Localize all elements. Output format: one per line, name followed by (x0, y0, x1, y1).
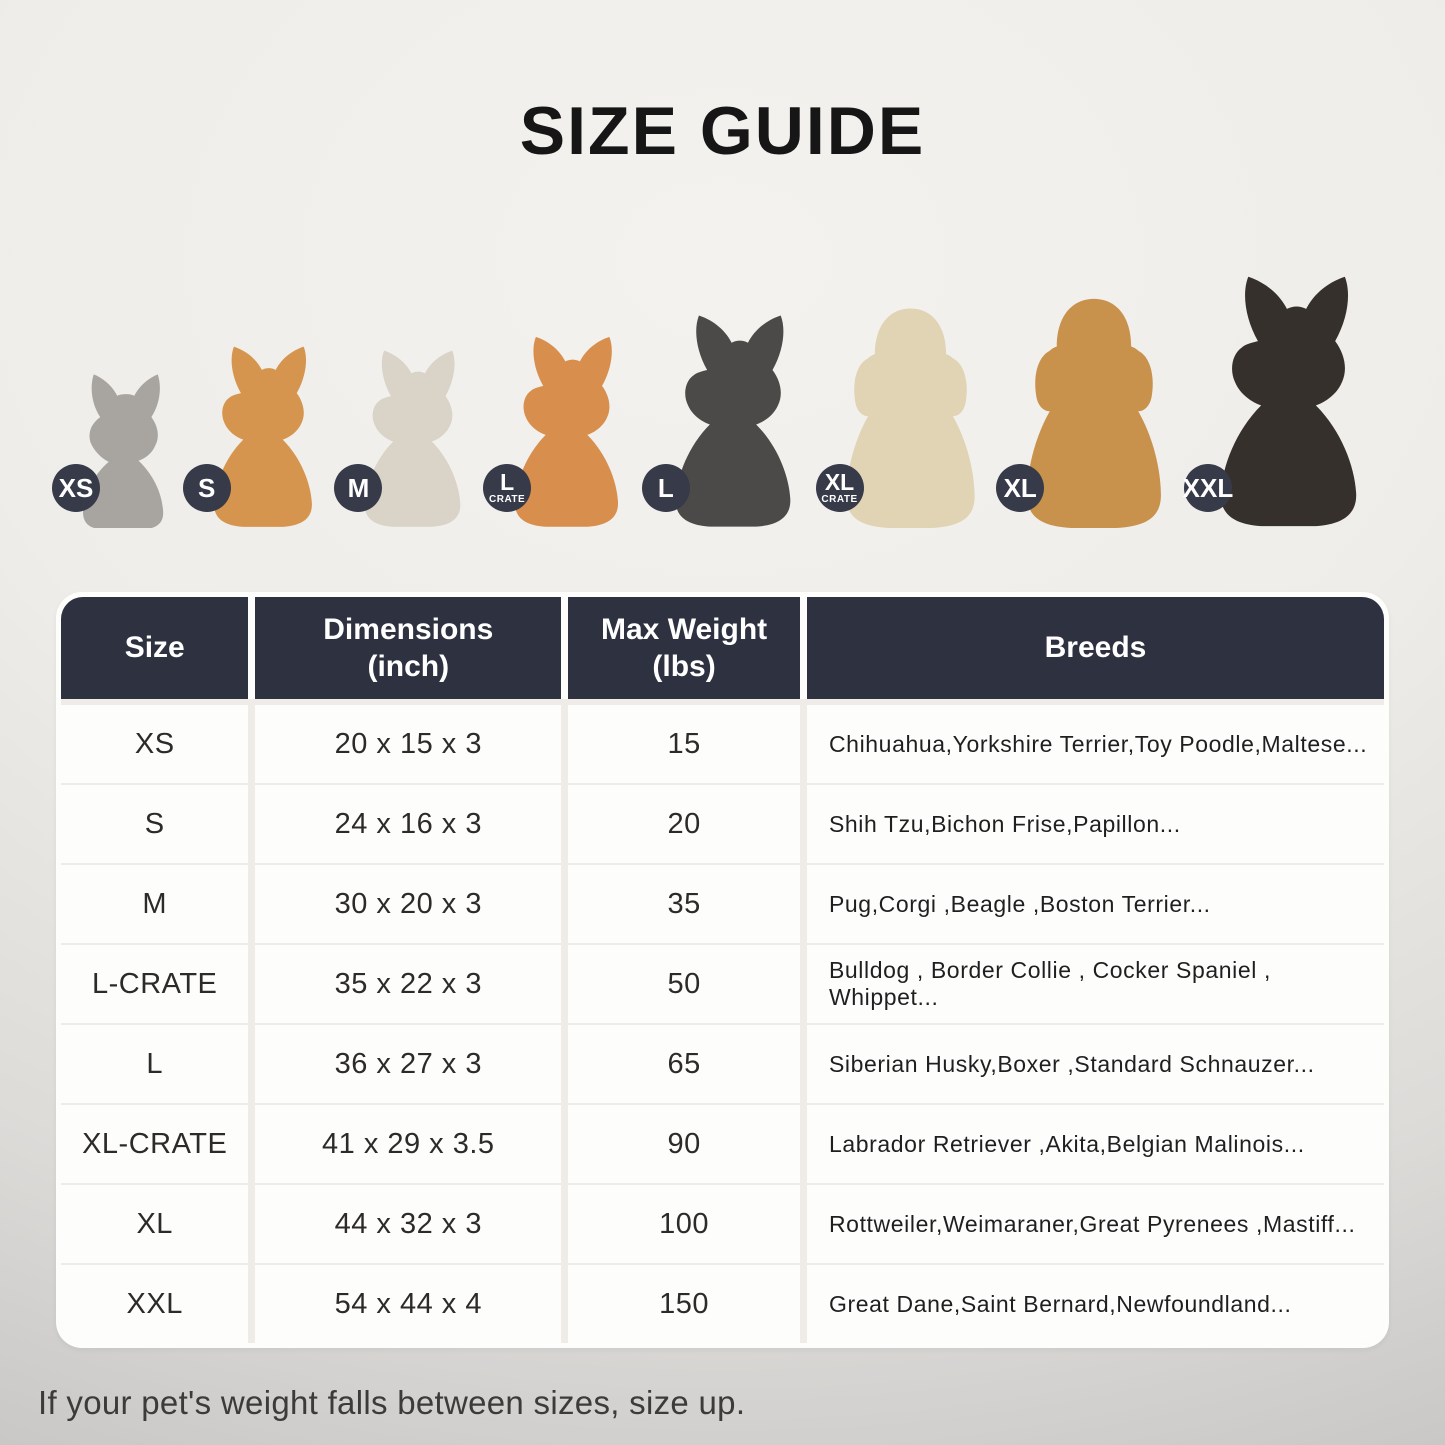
cell-max-weight: 150 (568, 1265, 800, 1343)
cell-max-weight: 35 (568, 865, 800, 943)
table-row-m: M 30 x 20 x 3 35 Pug,Corgi ,Beagle ,Bost… (61, 865, 1384, 943)
cell-max-weight: 15 (568, 705, 800, 783)
cell-size: XL (61, 1185, 249, 1263)
cell-max-weight: 50 (568, 945, 800, 1023)
cell-breeds: Chihuahua,Yorkshire Terrier,Toy Poodle,M… (806, 705, 1384, 783)
size-badge-xl-crate: XL CRATE (815, 464, 864, 512)
table-row-l-crate: L-CRATE 35 x 22 x 3 50 Bulldog , Border … (61, 945, 1384, 1023)
size-badge-label: M (347, 473, 370, 503)
cell-dimensions: 30 x 20 x 3 (255, 865, 562, 943)
animal-xl-golden-retriever: XL (996, 290, 1176, 528)
animal-size-lineup: XS S M L CRATE (0, 266, 1445, 528)
col-header-size: Size (61, 597, 249, 699)
size-badge-label: L (657, 473, 674, 503)
page-title: SIZE GUIDE (519, 93, 926, 169)
cell-dimensions: 35 x 22 x 3 (255, 945, 562, 1023)
size-badge-label: XXL (1182, 473, 1234, 503)
size-badge-sublabel: CRATE (821, 494, 858, 505)
table-row-xl-crate: XL-CRATE 41 x 29 x 3.5 90 Labrador Retri… (61, 1105, 1384, 1183)
cell-dimensions: 44 x 32 x 3 (255, 1185, 562, 1263)
cell-dimensions: 54 x 44 x 4 (255, 1265, 562, 1343)
animal-xs-cat: XS (52, 368, 175, 528)
size-badge-label: XL (824, 469, 855, 495)
size-table: Size Dimensions (inch) Max Weight (lbs) … (61, 597, 1384, 1343)
size-table-card: Size Dimensions (inch) Max Weight (lbs) … (56, 592, 1389, 1348)
cell-dimensions: 41 x 29 x 3.5 (255, 1105, 562, 1183)
cell-breeds: Labrador Retriever ,Akita,Belgian Malino… (806, 1105, 1384, 1183)
cell-max-weight: 100 (568, 1185, 800, 1263)
cell-breeds: Rottweiler,Weimaraner,Great Pyrenees ,Ma… (806, 1185, 1384, 1263)
cell-max-weight: 90 (568, 1105, 800, 1183)
size-badge-sublabel: CRATE (489, 494, 526, 505)
table-row-xs: XS 20 x 15 x 3 15 Chihuahua,Yorkshire Te… (61, 705, 1384, 783)
size-badge-l-crate: L CRATE (483, 464, 532, 512)
col-header-max-weight: Max Weight (lbs) (568, 597, 800, 699)
size-badge-xxl: XXL (1182, 464, 1234, 512)
cell-size: XL-CRATE (61, 1105, 249, 1183)
cell-dimensions: 24 x 16 x 3 (255, 785, 562, 863)
size-badge-label: S (198, 473, 216, 503)
table-row-xl: XL 44 x 32 x 3 100 Rottweiler,Weimaraner… (61, 1185, 1384, 1263)
sizing-note: If your pet's weight falls between sizes… (38, 1384, 746, 1421)
animal-l-border-collie: L (641, 310, 808, 528)
animal-m-french-bulldog: M (334, 346, 475, 528)
table-row-xxl: XXL 54 x 44 x 4 150 Great Dane,Saint Ber… (61, 1265, 1384, 1343)
cell-size: XS (61, 705, 249, 783)
cell-breeds: Bulldog , Border Collie , Cocker Spaniel… (806, 945, 1384, 1023)
cell-max-weight: 20 (568, 785, 800, 863)
col-header-breeds: Breeds (806, 597, 1384, 699)
cell-size: L (61, 1025, 249, 1103)
animal-s-pomeranian: S (182, 342, 327, 528)
cell-dimensions: 36 x 27 x 3 (255, 1025, 562, 1103)
animal-xxl-doberman: XXL (1183, 270, 1377, 528)
cell-breeds: Pug,Corgi ,Beagle ,Boston Terrier... (806, 865, 1384, 943)
cell-breeds: Siberian Husky,Boxer ,Standard Schnauzer… (806, 1025, 1384, 1103)
table-row-l: L 36 x 27 x 3 65 Siberian Husky,Boxer ,S… (61, 1025, 1384, 1103)
col-header-dimensions: Dimensions (inch) (255, 597, 562, 699)
cell-breeds: Great Dane,Saint Bernard,Newfoundland... (806, 1265, 1384, 1343)
cell-size: XXL (61, 1265, 249, 1343)
cell-breeds: Shih Tzu,Bichon Frise,Papillon... (806, 785, 1384, 863)
cell-max-weight: 65 (568, 1025, 800, 1103)
cell-size: L-CRATE (61, 945, 249, 1023)
table-row-s: S 24 x 16 x 3 20 Shih Tzu,Bichon Frise,P… (61, 785, 1384, 863)
cell-size: S (61, 785, 249, 863)
size-badge-label: XS (58, 473, 94, 503)
size-badge-xs: XS (52, 464, 100, 512)
size-badge-label: L (500, 469, 515, 495)
cell-size: M (61, 865, 249, 943)
table-header-row: Size Dimensions (inch) Max Weight (lbs) … (61, 597, 1384, 699)
size-badge-xl: XL (996, 464, 1045, 512)
animal-xl-crate-labrador: XL CRATE (815, 300, 989, 528)
size-badge-m: M (334, 464, 383, 512)
size-badge-label: XL (1003, 473, 1037, 503)
size-badge-s: S (182, 464, 231, 512)
cell-dimensions: 20 x 15 x 3 (255, 705, 562, 783)
animal-l-crate-shiba-inu: L CRATE (483, 332, 634, 528)
size-badge-l: L (641, 464, 690, 512)
